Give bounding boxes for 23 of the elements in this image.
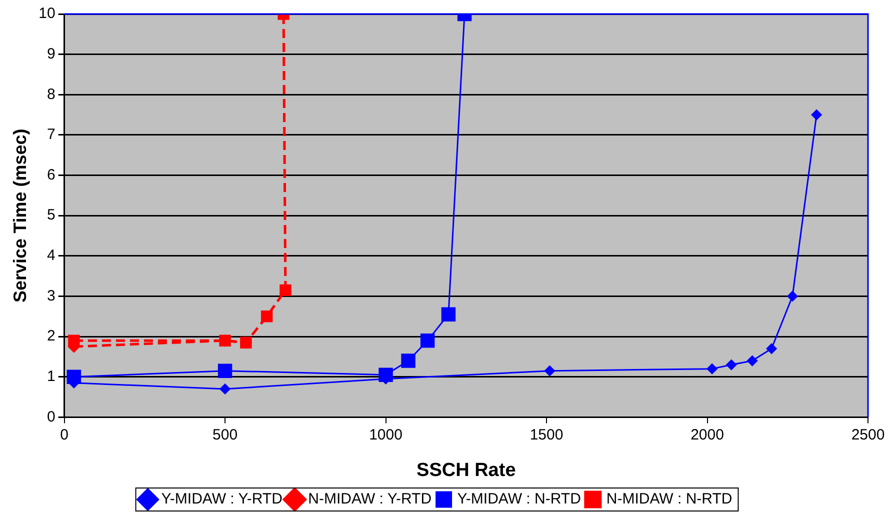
y-tick-label: 9	[46, 45, 56, 62]
y-tick-label: 0	[46, 408, 56, 426]
y-tick-label: 3	[46, 287, 56, 304]
y-tick-label: 10	[38, 5, 56, 22]
x-tick-label: 1000	[369, 426, 402, 444]
y-axis-title: Service Time (msec)	[10, 128, 30, 302]
x-tick-label: 1500	[530, 426, 564, 444]
y-tick-label: 1	[46, 368, 56, 386]
legend-label: Y-MIDAW : Y-RTD	[161, 490, 283, 508]
x-tick-label: 0	[60, 426, 68, 444]
y-tick-label: 4	[46, 247, 56, 264]
x-tick-label: 2500	[851, 426, 885, 444]
legend-label: Y-MIDAW : N-RTD	[457, 490, 582, 508]
x-tick-label: 2000	[690, 426, 724, 444]
legend-label: N-MIDAW : Y-RTD	[308, 490, 432, 508]
y-tick-label: 7	[46, 126, 56, 144]
y-tick-label: 6	[46, 166, 56, 184]
y-tick-label: 8	[46, 86, 56, 103]
x-axis-title: SSCH Rate	[416, 460, 516, 481]
y-tick-label: 5	[46, 206, 56, 224]
x-tick-label: 500	[212, 426, 238, 444]
legend-label: N-MIDAW : N-RTD	[606, 490, 732, 508]
y-tick-label: 2	[46, 328, 56, 345]
